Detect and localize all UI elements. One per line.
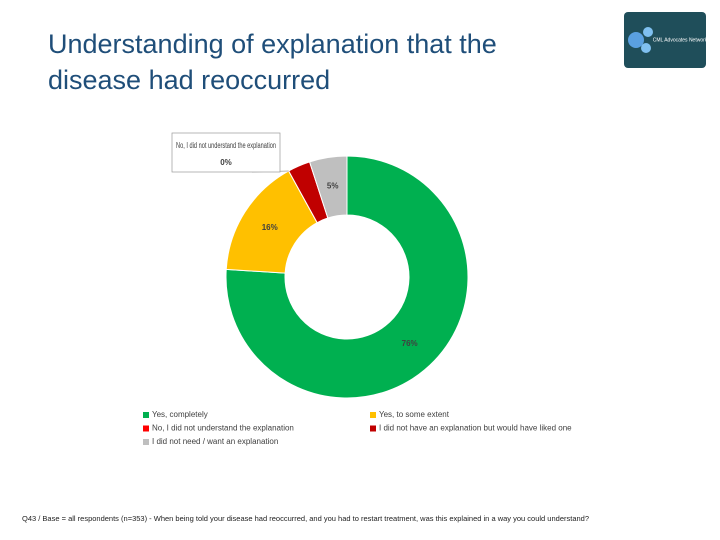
callout-box [171, 132, 281, 173]
logo-text: CML Advocates Network [653, 37, 708, 43]
data-label: 76% [402, 339, 418, 348]
legend-label: Yes, to some extent [379, 410, 450, 419]
logo-dot [641, 43, 651, 53]
legend-swatch [370, 412, 376, 418]
footnote: Q43 / Base = all respondents (n=353) - W… [22, 514, 589, 523]
data-label: 5% [327, 182, 339, 191]
donut-slice [225, 155, 469, 399]
legend-label: I did not have an explanation but would … [379, 424, 572, 433]
logo-dot [643, 27, 653, 37]
title-line-1: Understanding of explanation that the [48, 29, 497, 59]
donut-slice [308, 155, 348, 219]
logo: CML Advocates Network [624, 12, 708, 68]
title-line-2: disease had reoccurred [48, 65, 330, 95]
callout-value: 0% [220, 158, 232, 167]
legend-swatch [370, 425, 376, 432]
callout-category: No, I did not understand the explanation [176, 141, 276, 150]
legend-swatch [143, 412, 149, 418]
logo-dot [628, 32, 644, 48]
data-label: 16% [262, 223, 278, 232]
legend-swatch [143, 439, 149, 445]
logo-box [624, 12, 706, 68]
legend-swatch [143, 425, 149, 432]
legend-label: Yes, completely [152, 410, 208, 419]
legend-label: No, I did not understand the explanation [152, 424, 294, 433]
legend-label: I did not need / want an explanation [152, 437, 278, 446]
